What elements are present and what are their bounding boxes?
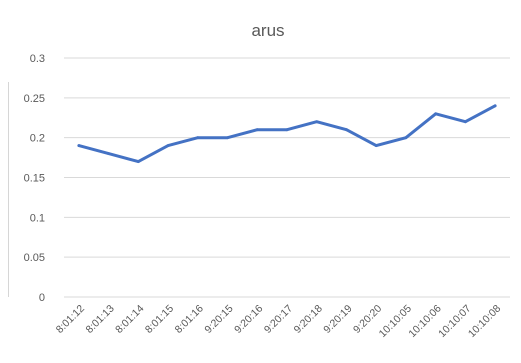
data-point bbox=[255, 128, 259, 132]
y-tick-label: 0.2 bbox=[30, 133, 45, 145]
data-point bbox=[196, 136, 200, 140]
x-tick-label: 8:01:13 bbox=[83, 303, 116, 336]
data-point bbox=[464, 120, 467, 124]
x-tick-label: 8:01:15 bbox=[143, 303, 176, 336]
x-tick-label: 9:20:16 bbox=[232, 303, 265, 336]
y-tick-label: 0.1 bbox=[30, 212, 45, 224]
x-tick-label: 8:01:16 bbox=[173, 303, 206, 336]
data-point bbox=[404, 136, 408, 140]
chart-title: arus bbox=[251, 21, 284, 40]
data-point bbox=[107, 152, 110, 156]
x-axis-ticks: 8:01:128:01:138:01:148:01:158:01:169:20:… bbox=[54, 303, 504, 340]
data-point bbox=[226, 136, 229, 140]
y-axis-ticks: 0 0.05 0.1 0.15 0.2 0.25 0.3 bbox=[24, 53, 45, 304]
x-tick-label: 10:10:08 bbox=[466, 303, 503, 340]
data-point bbox=[315, 120, 319, 124]
data-point bbox=[374, 144, 378, 148]
y-tick-label: 0.3 bbox=[30, 53, 45, 65]
data-point bbox=[345, 128, 348, 132]
chart-left-edge bbox=[8, 82, 9, 297]
x-tick-label: 8:01:12 bbox=[54, 303, 87, 336]
y-tick-label: 0.25 bbox=[24, 93, 45, 105]
data-point bbox=[77, 144, 81, 148]
data-point bbox=[166, 144, 170, 148]
data-point bbox=[285, 128, 289, 132]
y-tick-label: 0.15 bbox=[24, 173, 45, 185]
series-layer bbox=[77, 104, 497, 164]
data-point bbox=[434, 112, 438, 116]
x-tick-label: 9:20:19 bbox=[321, 303, 354, 336]
gridlines bbox=[64, 57, 510, 298]
data-point bbox=[493, 104, 497, 108]
x-tick-label: 9:20:17 bbox=[262, 303, 295, 336]
series-line bbox=[77, 104, 497, 164]
x-tick-label: 9:20:18 bbox=[292, 303, 325, 336]
data-point bbox=[136, 160, 140, 163]
x-tick-label: 9:20:15 bbox=[202, 303, 235, 336]
y-tick-label: 0 bbox=[39, 292, 45, 304]
y-tick-label: 0.05 bbox=[24, 252, 45, 264]
x-tick-label: 8:01:14 bbox=[113, 303, 146, 336]
